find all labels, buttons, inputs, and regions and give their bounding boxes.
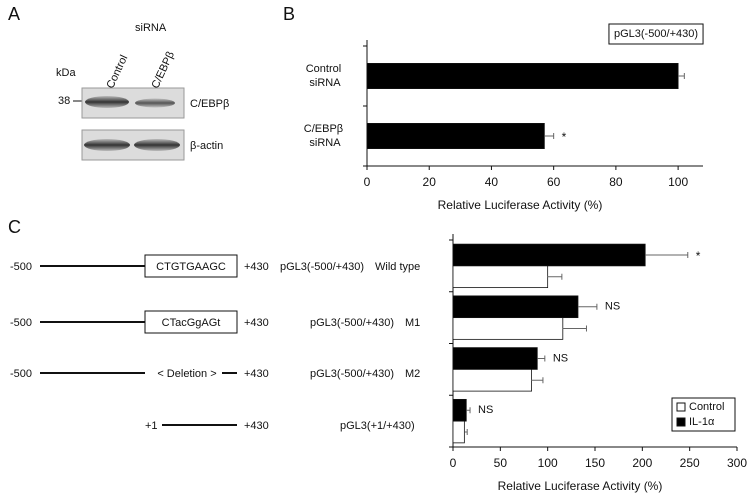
legend-label: Control: [689, 401, 724, 413]
error-bar: [544, 133, 555, 139]
construct-end: +430: [244, 368, 269, 380]
construct-end: +430: [244, 317, 269, 329]
annotation: NS: [478, 404, 493, 416]
band-label: C/EBPβ: [190, 98, 229, 110]
construct-box: CTacGgAGt: [162, 317, 221, 329]
panel-label: B: [283, 4, 295, 24]
y-tick-label: C/EBPβ siRNA: [304, 123, 346, 149]
error-bar: [464, 428, 468, 435]
constructs: [40, 254, 238, 426]
band: [134, 139, 180, 151]
x-axis-label: Relative Luciferase Activity (%): [438, 198, 603, 212]
construct-box: < Deletion >: [157, 368, 216, 380]
construct-end: +430: [244, 261, 269, 273]
unit-label: kDa: [56, 67, 76, 79]
construct-box: CTGTGAAGC: [156, 261, 226, 273]
construct-name: pGL3(+1/+430): [340, 420, 415, 432]
band: [85, 96, 129, 108]
x-tick-label: 0: [364, 175, 371, 189]
construct-name: pGL3(-500/+430): [310, 317, 394, 329]
error-bar: [562, 325, 587, 332]
construct-variant: Wild type: [375, 261, 420, 273]
bar: [452, 347, 538, 370]
construct-end: +430: [244, 420, 269, 432]
lane-label: C/EBPβ: [149, 50, 177, 91]
annotation: NS: [605, 301, 620, 313]
construct-start: -500: [10, 368, 32, 380]
error-bar: [531, 377, 544, 384]
group-label: siRNA: [135, 22, 167, 34]
x-tick-label: 60: [547, 175, 561, 189]
x-axis-label: Relative Luciferase Activity (%): [498, 479, 663, 493]
x-tick-label: 200: [632, 456, 652, 470]
chart-title: pGL3(-500/+430): [614, 28, 698, 40]
bar: [452, 265, 549, 289]
bar: [452, 243, 646, 267]
element-box: [144, 310, 238, 334]
x-tick-label: 100: [538, 456, 558, 470]
error-bar: [547, 273, 563, 280]
element-box: [144, 254, 238, 278]
legend-swatch: [676, 417, 686, 427]
x-tick-label: 20: [423, 175, 437, 189]
x-tick-label: 150: [585, 456, 605, 470]
legend-swatch: [676, 402, 686, 412]
x-tick-label: 300: [727, 456, 747, 470]
x-tick-label: 40: [485, 175, 499, 189]
construct-start: +1: [145, 420, 158, 432]
band: [84, 139, 130, 151]
marker-label: 38: [58, 95, 70, 107]
error-bar: [678, 73, 685, 79]
band-label: β-actin: [190, 140, 223, 152]
annotation: NS: [553, 352, 568, 364]
x-tick-label: 250: [680, 456, 700, 470]
construct-start: -500: [10, 261, 32, 273]
error-bar: [466, 407, 471, 414]
bar: [366, 63, 679, 90]
construct-name: pGL3(-500/+430): [310, 368, 394, 380]
x-tick-label: 50: [494, 456, 508, 470]
x-tick-label: 100: [668, 175, 688, 189]
panel-label: A: [8, 4, 20, 24]
annotation: *: [562, 130, 567, 144]
construct-start: -500: [10, 317, 32, 329]
legend-label: IL-1α: [689, 416, 715, 428]
annotation: *: [696, 249, 701, 263]
error-bar: [577, 303, 598, 310]
bar: [366, 123, 545, 150]
y-tick-label: Control siRNA: [306, 63, 345, 89]
construct-name: pGL3(-500/+430): [280, 261, 364, 273]
construct-variant: M1: [405, 317, 420, 329]
bar: [452, 420, 465, 444]
bar: [452, 368, 532, 392]
construct-variant: M2: [405, 368, 420, 380]
x-tick-label: 0: [450, 456, 457, 470]
error-bar: [537, 355, 546, 362]
bar: [452, 317, 564, 340]
bar: [452, 295, 579, 319]
title-box: [608, 23, 704, 45]
x-tick-label: 80: [609, 175, 623, 189]
lane-label: Control: [104, 53, 130, 90]
error-bar: [645, 252, 689, 259]
legend: Control IL-1α: [671, 397, 736, 432]
bar: [452, 398, 467, 422]
panel-label: C: [8, 217, 21, 237]
band: [135, 98, 175, 108]
